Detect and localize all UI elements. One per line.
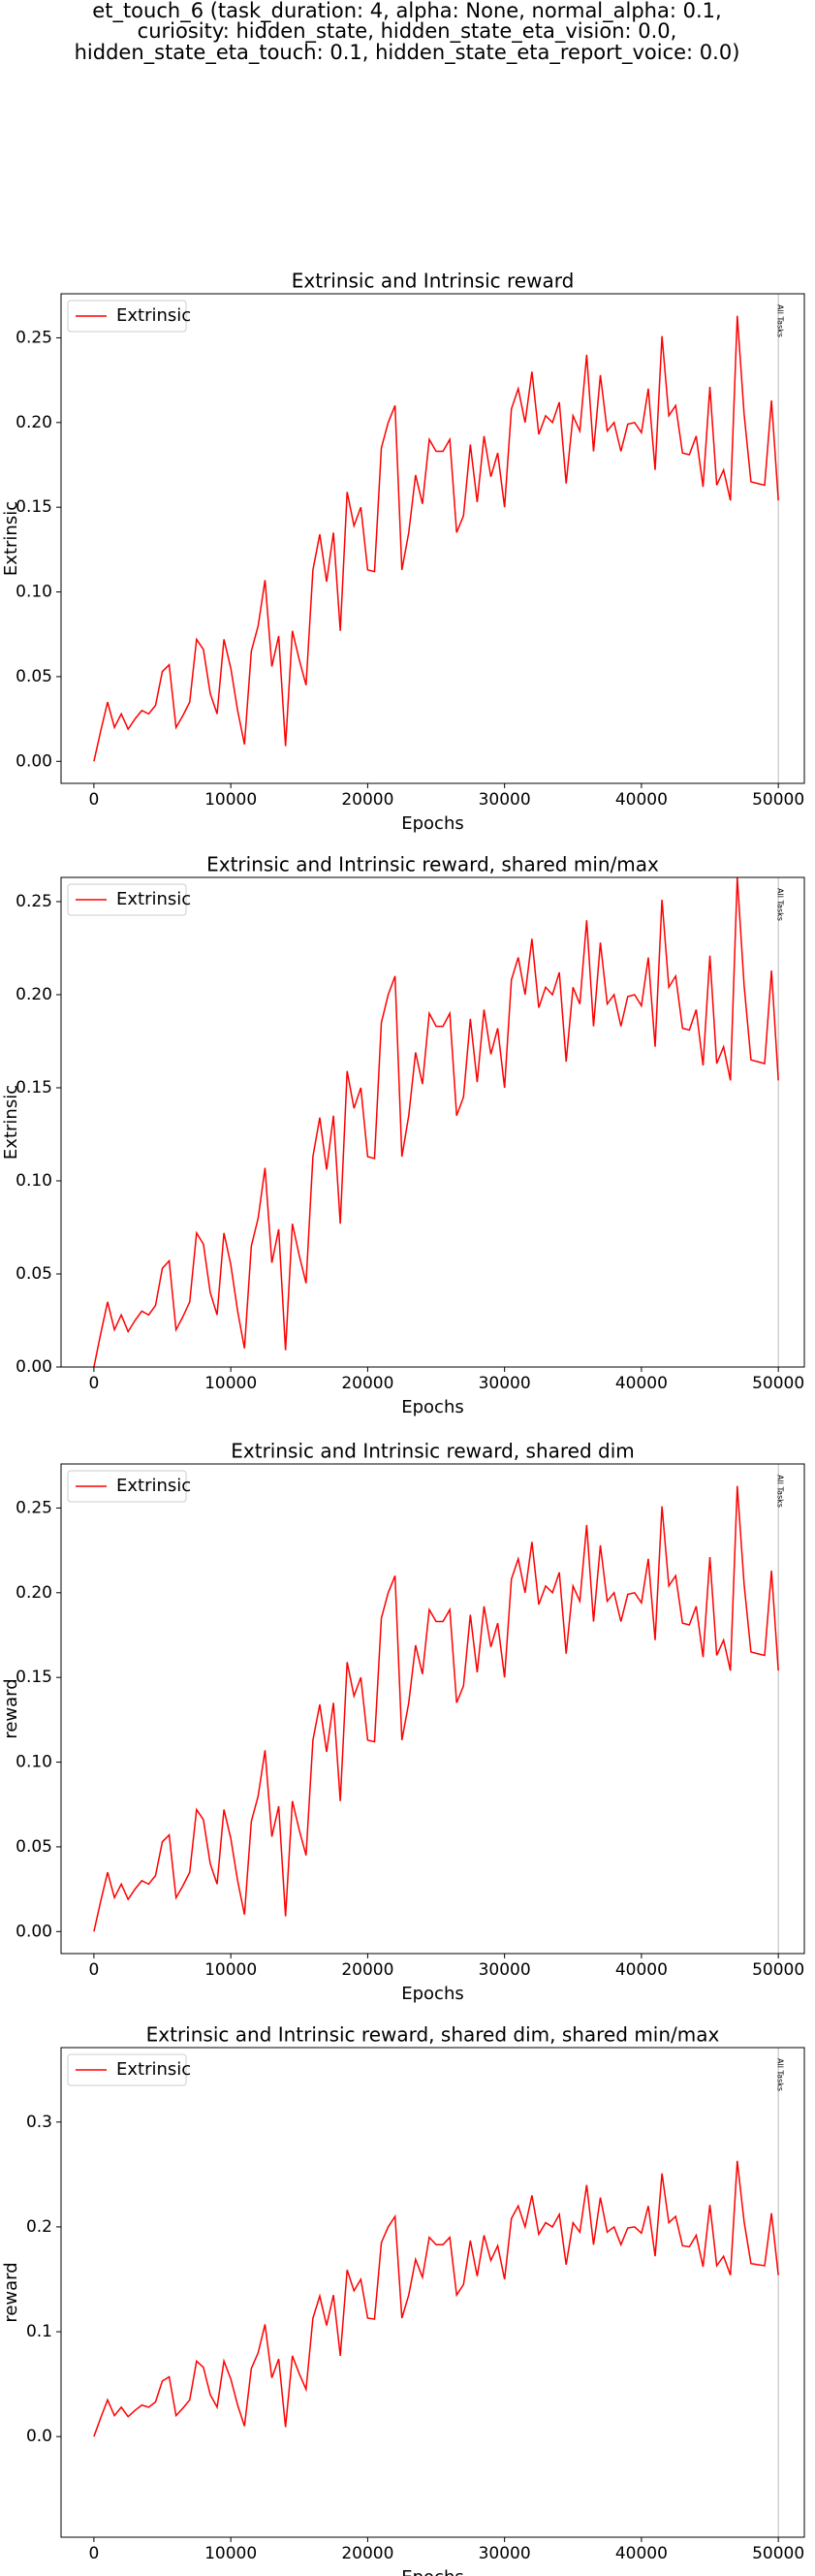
suptitle: hidden_state_eta_touch: 0.1, hidden_stat… (75, 41, 740, 65)
plot-frame (60, 293, 805, 784)
legend-label: Extrinsic (116, 889, 191, 909)
y-tick-label: 0.2 (26, 2217, 52, 2237)
x-tick-label: 40000 (615, 1374, 668, 1393)
x-tick-label: 0 (88, 1960, 99, 1980)
data-line (93, 876, 779, 1368)
y-tick-label: 0.00 (16, 1922, 52, 1941)
chart-title: Extrinsic and Intrinsic reward, shared d… (231, 1440, 635, 1463)
y-axis-label: Extrinsic (1, 1085, 21, 1160)
y-axis-label: reward (1, 1678, 21, 1738)
data-line (93, 2160, 779, 2437)
y-tick-label: 0.25 (16, 892, 52, 911)
y-tick-label: 0.05 (16, 667, 52, 686)
x-tick-label: 40000 (615, 790, 668, 810)
x-tick-label: 20000 (341, 1960, 393, 1980)
x-tick-label: 0 (88, 2544, 99, 2563)
y-tick-label: 0.1 (26, 2322, 52, 2341)
x-tick-label: 10000 (204, 790, 257, 810)
y-tick-label: 0.10 (16, 583, 52, 602)
x-tick-label: 20000 (341, 1374, 393, 1393)
annotation-text: All Tasks (776, 1475, 785, 1508)
legend-label: Extrinsic (116, 2059, 191, 2080)
x-tick-label: 10000 (204, 2544, 257, 2563)
plot-frame (60, 1463, 805, 1955)
x-axis-label: Epochs (401, 1397, 464, 1417)
plot-frame (60, 2047, 805, 2538)
y-tick-label: 0.10 (16, 1753, 52, 1772)
y-axis-label: reward (1, 2262, 21, 2322)
data-line (93, 315, 779, 762)
y-tick-label: 0.25 (16, 328, 52, 347)
legend-box (67, 2053, 187, 2086)
legend-box (67, 883, 187, 916)
x-tick-label: 30000 (479, 1960, 531, 1980)
x-tick-label: 50000 (752, 2544, 804, 2563)
y-tick-label: 0.3 (26, 2113, 52, 2132)
y-tick-label: 0.05 (16, 1264, 52, 1284)
legend-box (67, 300, 187, 333)
x-tick-label: 0 (88, 1374, 99, 1393)
y-tick-label: 0.25 (16, 1498, 52, 1517)
x-tick-label: 20000 (341, 790, 393, 810)
x-tick-label: 0 (88, 790, 99, 810)
annotation-text: All Tasks (776, 2058, 785, 2091)
y-tick-label: 0.0 (26, 2427, 52, 2446)
x-axis-label: Epochs (401, 813, 464, 834)
x-tick-label: 40000 (615, 1960, 668, 1980)
suptitle: curiosity: hidden_state, hidden_state_et… (138, 19, 677, 44)
legend-label: Extrinsic (116, 1476, 191, 1496)
annotation-text: All Tasks (776, 888, 785, 921)
chart-title: Extrinsic and Intrinsic reward, shared d… (146, 2023, 720, 2047)
y-tick-label: 0.00 (16, 751, 52, 771)
x-tick-label: 20000 (341, 2544, 393, 2563)
chart-title: Extrinsic and Intrinsic reward (292, 270, 575, 293)
x-axis-label: Epochs (401, 2567, 464, 2576)
x-tick-label: 10000 (204, 1374, 257, 1393)
x-tick-label: 10000 (204, 1960, 257, 1980)
x-axis-label: Epochs (401, 1984, 464, 2004)
annotation-text: All Tasks (776, 304, 785, 337)
y-tick-label: 0.20 (16, 413, 52, 432)
y-tick-label: 0.20 (16, 1583, 52, 1603)
legend-label: Extrinsic (116, 305, 191, 326)
x-tick-label: 50000 (752, 1960, 804, 1980)
legend-box (67, 1470, 187, 1503)
x-tick-label: 50000 (752, 790, 804, 810)
x-tick-label: 40000 (615, 2544, 668, 2563)
x-tick-label: 30000 (479, 790, 531, 810)
chart-title: Extrinsic and Intrinsic reward, shared m… (206, 853, 659, 876)
y-axis-label: Extrinsic (1, 501, 21, 576)
y-tick-label: 0.15 (16, 1668, 52, 1687)
y-tick-label: 0.20 (16, 985, 52, 1004)
y-tick-label: 0.15 (16, 497, 52, 517)
y-tick-label: 0.10 (16, 1171, 52, 1191)
x-tick-label: 30000 (479, 2544, 531, 2563)
y-tick-label: 0.00 (16, 1357, 52, 1377)
x-tick-label: 50000 (752, 1374, 804, 1393)
data-line (93, 1485, 779, 1932)
plot-frame (60, 876, 805, 1368)
x-tick-label: 30000 (479, 1374, 531, 1393)
y-tick-label: 0.05 (16, 1837, 52, 1857)
suptitle: et_touch_6 (task_duration: 4, alpha: Non… (92, 0, 721, 23)
y-tick-label: 0.15 (16, 1078, 52, 1097)
